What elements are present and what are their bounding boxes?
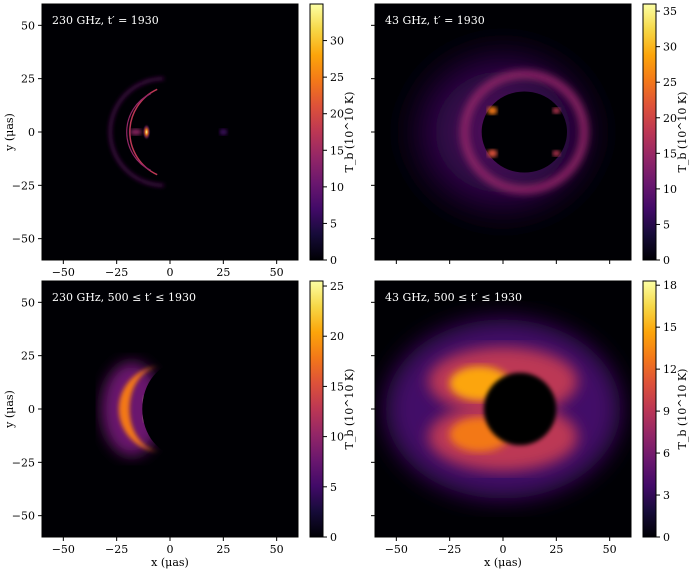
emission-arc xyxy=(126,93,152,171)
emission-jet xyxy=(219,129,228,135)
heatmap-background xyxy=(42,4,298,260)
colorbar-tick-label: 5 xyxy=(330,481,337,494)
heatmap-image xyxy=(101,362,220,456)
x-axis-label: x (μas) xyxy=(151,556,189,569)
emission-hotspot xyxy=(487,149,498,158)
colorbar-tick-label: 15 xyxy=(330,380,344,393)
emission-hotspot xyxy=(552,107,561,114)
x-tick-label: 50 xyxy=(270,543,284,556)
x-tick-label: 25 xyxy=(549,543,563,556)
colorbar-tick-label: 18 xyxy=(663,279,677,292)
emission-halo xyxy=(101,362,162,456)
y-tick-label: −25 xyxy=(12,456,35,469)
heatmap-image xyxy=(109,77,228,187)
x-tick-label: 0 xyxy=(167,543,174,556)
colorbar-tick-label: 25 xyxy=(330,71,344,84)
colorbar-tick-label: 35 xyxy=(663,5,677,18)
x-tick-label: −25 xyxy=(438,543,461,556)
colorbar-tick-label: 15 xyxy=(330,144,344,157)
x-tick-label: 0 xyxy=(500,543,507,556)
colorbar-label: T_b (10^10 K) xyxy=(343,369,356,450)
emission-jet xyxy=(129,129,142,135)
colorbar-tick-label: 20 xyxy=(663,112,677,125)
x-tick-label: 25 xyxy=(216,543,230,556)
panel-4: 43 GHz, 500 ≤ t′ ≤ 1930 −50 −25 0 25 50 x (μas… xyxy=(371,279,689,569)
colorbar-tick-label: 3 xyxy=(663,489,670,502)
emission-crescent xyxy=(118,366,162,452)
colorbar-tick-label: 0 xyxy=(330,254,337,267)
colorbar-tick-label: 25 xyxy=(663,76,677,89)
y-tick-label: 25 xyxy=(21,73,35,86)
x-tick-label: −50 xyxy=(52,543,75,556)
y-tick-label: 0 xyxy=(28,126,35,139)
colorbar-tick-label: 0 xyxy=(330,531,337,544)
colorbar-tick-label: 30 xyxy=(330,35,344,48)
x-tick-label: −50 xyxy=(52,266,75,279)
x-tick-label: −50 xyxy=(385,543,408,556)
x-tick-label: 25 xyxy=(216,266,230,279)
emission-hotspot xyxy=(552,150,561,157)
x-tick-label: 0 xyxy=(167,266,174,279)
colorbar-tick-label: 15 xyxy=(663,321,677,334)
panel-1: 230 GHz, t′ = 1930−50 −25 0 25 5050250−25−50… xyxy=(3,3,356,279)
colorbar-tick-label: 20 xyxy=(330,108,344,121)
y-axis-label: y (μas) xyxy=(3,113,16,152)
heatmap-image xyxy=(375,25,631,239)
y-tick-label: 25 xyxy=(21,350,35,363)
emission-hotspot xyxy=(487,106,498,115)
x-tick-label: 50 xyxy=(603,543,617,556)
x-axis-label: x (μas) xyxy=(484,556,522,569)
colorbar-tick-label: 25 xyxy=(330,280,344,293)
x-tick-label: −25 xyxy=(105,266,128,279)
panel-title: 43 GHz, 500 ≤ t′ ≤ 1930 xyxy=(385,291,522,304)
x-tick-label: 50 xyxy=(270,266,284,279)
colorbar-tick-label: 10 xyxy=(663,183,677,196)
panel-title: 43 GHz, t′ = 1930 xyxy=(385,14,485,27)
colorbar-label: T_b (10^10 K) xyxy=(343,92,356,173)
heatmap-image xyxy=(385,319,621,499)
y-tick-label: −50 xyxy=(12,233,35,246)
colorbar-tick-label: 6 xyxy=(663,447,670,460)
shadow xyxy=(483,372,557,446)
colorbar-tick-label: 10 xyxy=(330,431,344,444)
colorbar-tick-label: 5 xyxy=(663,218,670,231)
colorbar xyxy=(642,3,657,261)
colorbar-tick-label: 10 xyxy=(330,181,344,194)
y-tick-label: 50 xyxy=(21,19,35,32)
y-tick-label: 50 xyxy=(21,296,35,309)
colorbar-label: T_b (10^10 K) xyxy=(676,369,689,450)
panels: 230 GHz, t′ = 1930−50 −25 0 25 5050250−25−50… xyxy=(3,3,689,569)
colorbar-tick-label: 12 xyxy=(663,363,677,376)
colorbar xyxy=(309,3,324,261)
panel-title: 230 GHz, 500 ≤ t′ ≤ 1930 xyxy=(52,291,196,304)
colorbar-tick-label: 30 xyxy=(663,41,677,54)
panel-3: 230 GHz, 500 ≤ t′ ≤ 1930−50 −25 0 25 5050250… xyxy=(3,280,356,569)
colorbar-tick-label: 0 xyxy=(663,531,670,544)
shadow xyxy=(142,362,220,456)
y-tick-label: −50 xyxy=(12,510,35,523)
colorbar-tick-label: 20 xyxy=(330,330,344,343)
colorbar-tick-label: 0 xyxy=(663,254,670,267)
colorbar xyxy=(642,280,657,538)
y-tick-label: −25 xyxy=(12,179,35,192)
panel-2: 43 GHz, t′ = 1930 0 5 10 15 20 25 30 35 T_b (10^1… xyxy=(371,3,689,267)
y-tick-label: 0 xyxy=(28,403,35,416)
colorbar-label: T_b (10^10 K) xyxy=(676,92,689,173)
colorbar-tick-label: 5 xyxy=(330,217,337,230)
panel-title: 230 GHz, t′ = 1930 xyxy=(52,14,159,27)
colorbar-tick-label: 15 xyxy=(663,147,677,160)
y-axis-label: y (μas) xyxy=(3,390,16,429)
colorbar xyxy=(309,280,324,538)
x-tick-label: −25 xyxy=(105,543,128,556)
emission-hotspot xyxy=(142,124,151,140)
emission-arc xyxy=(109,77,164,187)
colorbar-tick-label: 9 xyxy=(663,405,670,418)
